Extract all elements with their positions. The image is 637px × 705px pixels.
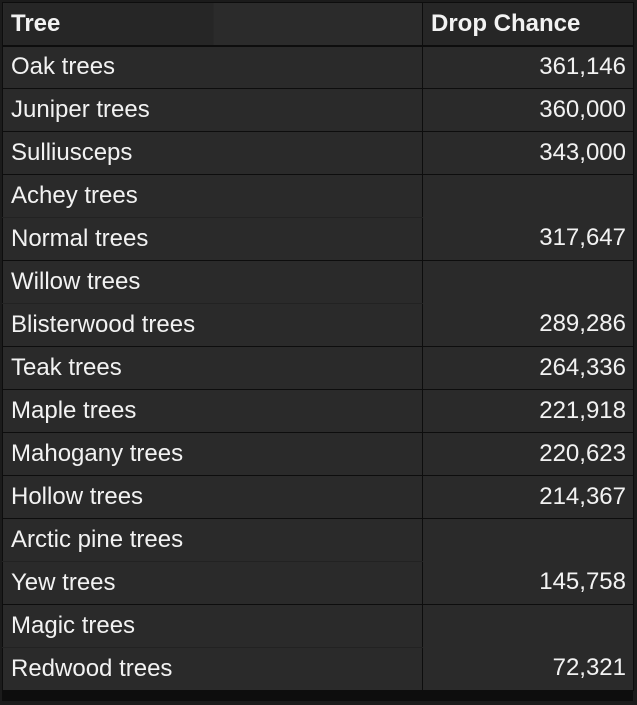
tree-name: Mahogany trees	[2, 432, 423, 476]
tree-name: Juniper trees	[2, 88, 423, 132]
drop-chance-value: 343,000	[422, 131, 634, 175]
header-drop-chance: Drop Chance	[422, 2, 634, 47]
tree-name: Teak trees	[2, 346, 423, 390]
tree-name: Normal trees	[2, 217, 423, 261]
table-row: Redwood trees	[2, 647, 634, 691]
drop-chance-value: 317,647	[422, 174, 634, 261]
drop-chance-value: 361,146	[422, 45, 634, 89]
drop-chance-value: 264,336	[422, 346, 634, 390]
drop-chance-value: 145,758	[422, 518, 634, 605]
tree-name: Willow trees	[2, 260, 423, 304]
tree-name: Arctic pine trees	[2, 518, 423, 562]
table-row: Blisterwood trees	[2, 303, 634, 347]
table-header-row: Tree Drop Chance	[2, 2, 634, 47]
tree-name: Blisterwood trees	[2, 303, 423, 347]
tree-name: Redwood trees	[2, 647, 423, 691]
table-row: Oak trees 361,146	[2, 45, 634, 89]
header-tree: Tree	[2, 2, 423, 47]
drop-chance-value: 289,286	[422, 260, 634, 347]
tree-name: Oak trees	[2, 45, 423, 89]
table-row: Normal trees	[2, 217, 634, 261]
drop-chance-value: 360,000	[422, 88, 634, 132]
tree-name: Maple trees	[2, 389, 423, 433]
drop-chance-value: 221,918	[422, 389, 634, 433]
tree-name: Sulliusceps	[2, 131, 423, 175]
table-row: Arctic pine trees 145,758	[2, 518, 634, 605]
drop-chance-value: 214,367	[422, 475, 634, 519]
table-row: Willow trees 289,286	[2, 260, 634, 347]
table-row: Achey trees 317,647	[2, 174, 634, 261]
table-row: Magic trees 72,321	[2, 604, 634, 691]
table-row: Mahogany trees 220,623	[2, 432, 634, 476]
table-row: Teak trees 264,336	[2, 346, 634, 390]
tree-name: Yew trees	[2, 561, 423, 605]
table-row: Maple trees 221,918	[2, 389, 634, 433]
tree-name: Achey trees	[2, 174, 423, 218]
table-row: Juniper trees 360,000	[2, 88, 634, 132]
tree-name: Magic trees	[2, 604, 423, 648]
table-row: Hollow trees 214,367	[2, 475, 634, 519]
tree-name: Hollow trees	[2, 475, 423, 519]
table-row: Sulliusceps 343,000	[2, 131, 634, 175]
drop-chance-value: 220,623	[422, 432, 634, 476]
drop-chance-table: Tree Drop Chance Oak trees 361,146 Junip…	[2, 2, 634, 691]
drop-chance-value: 72,321	[422, 604, 634, 691]
